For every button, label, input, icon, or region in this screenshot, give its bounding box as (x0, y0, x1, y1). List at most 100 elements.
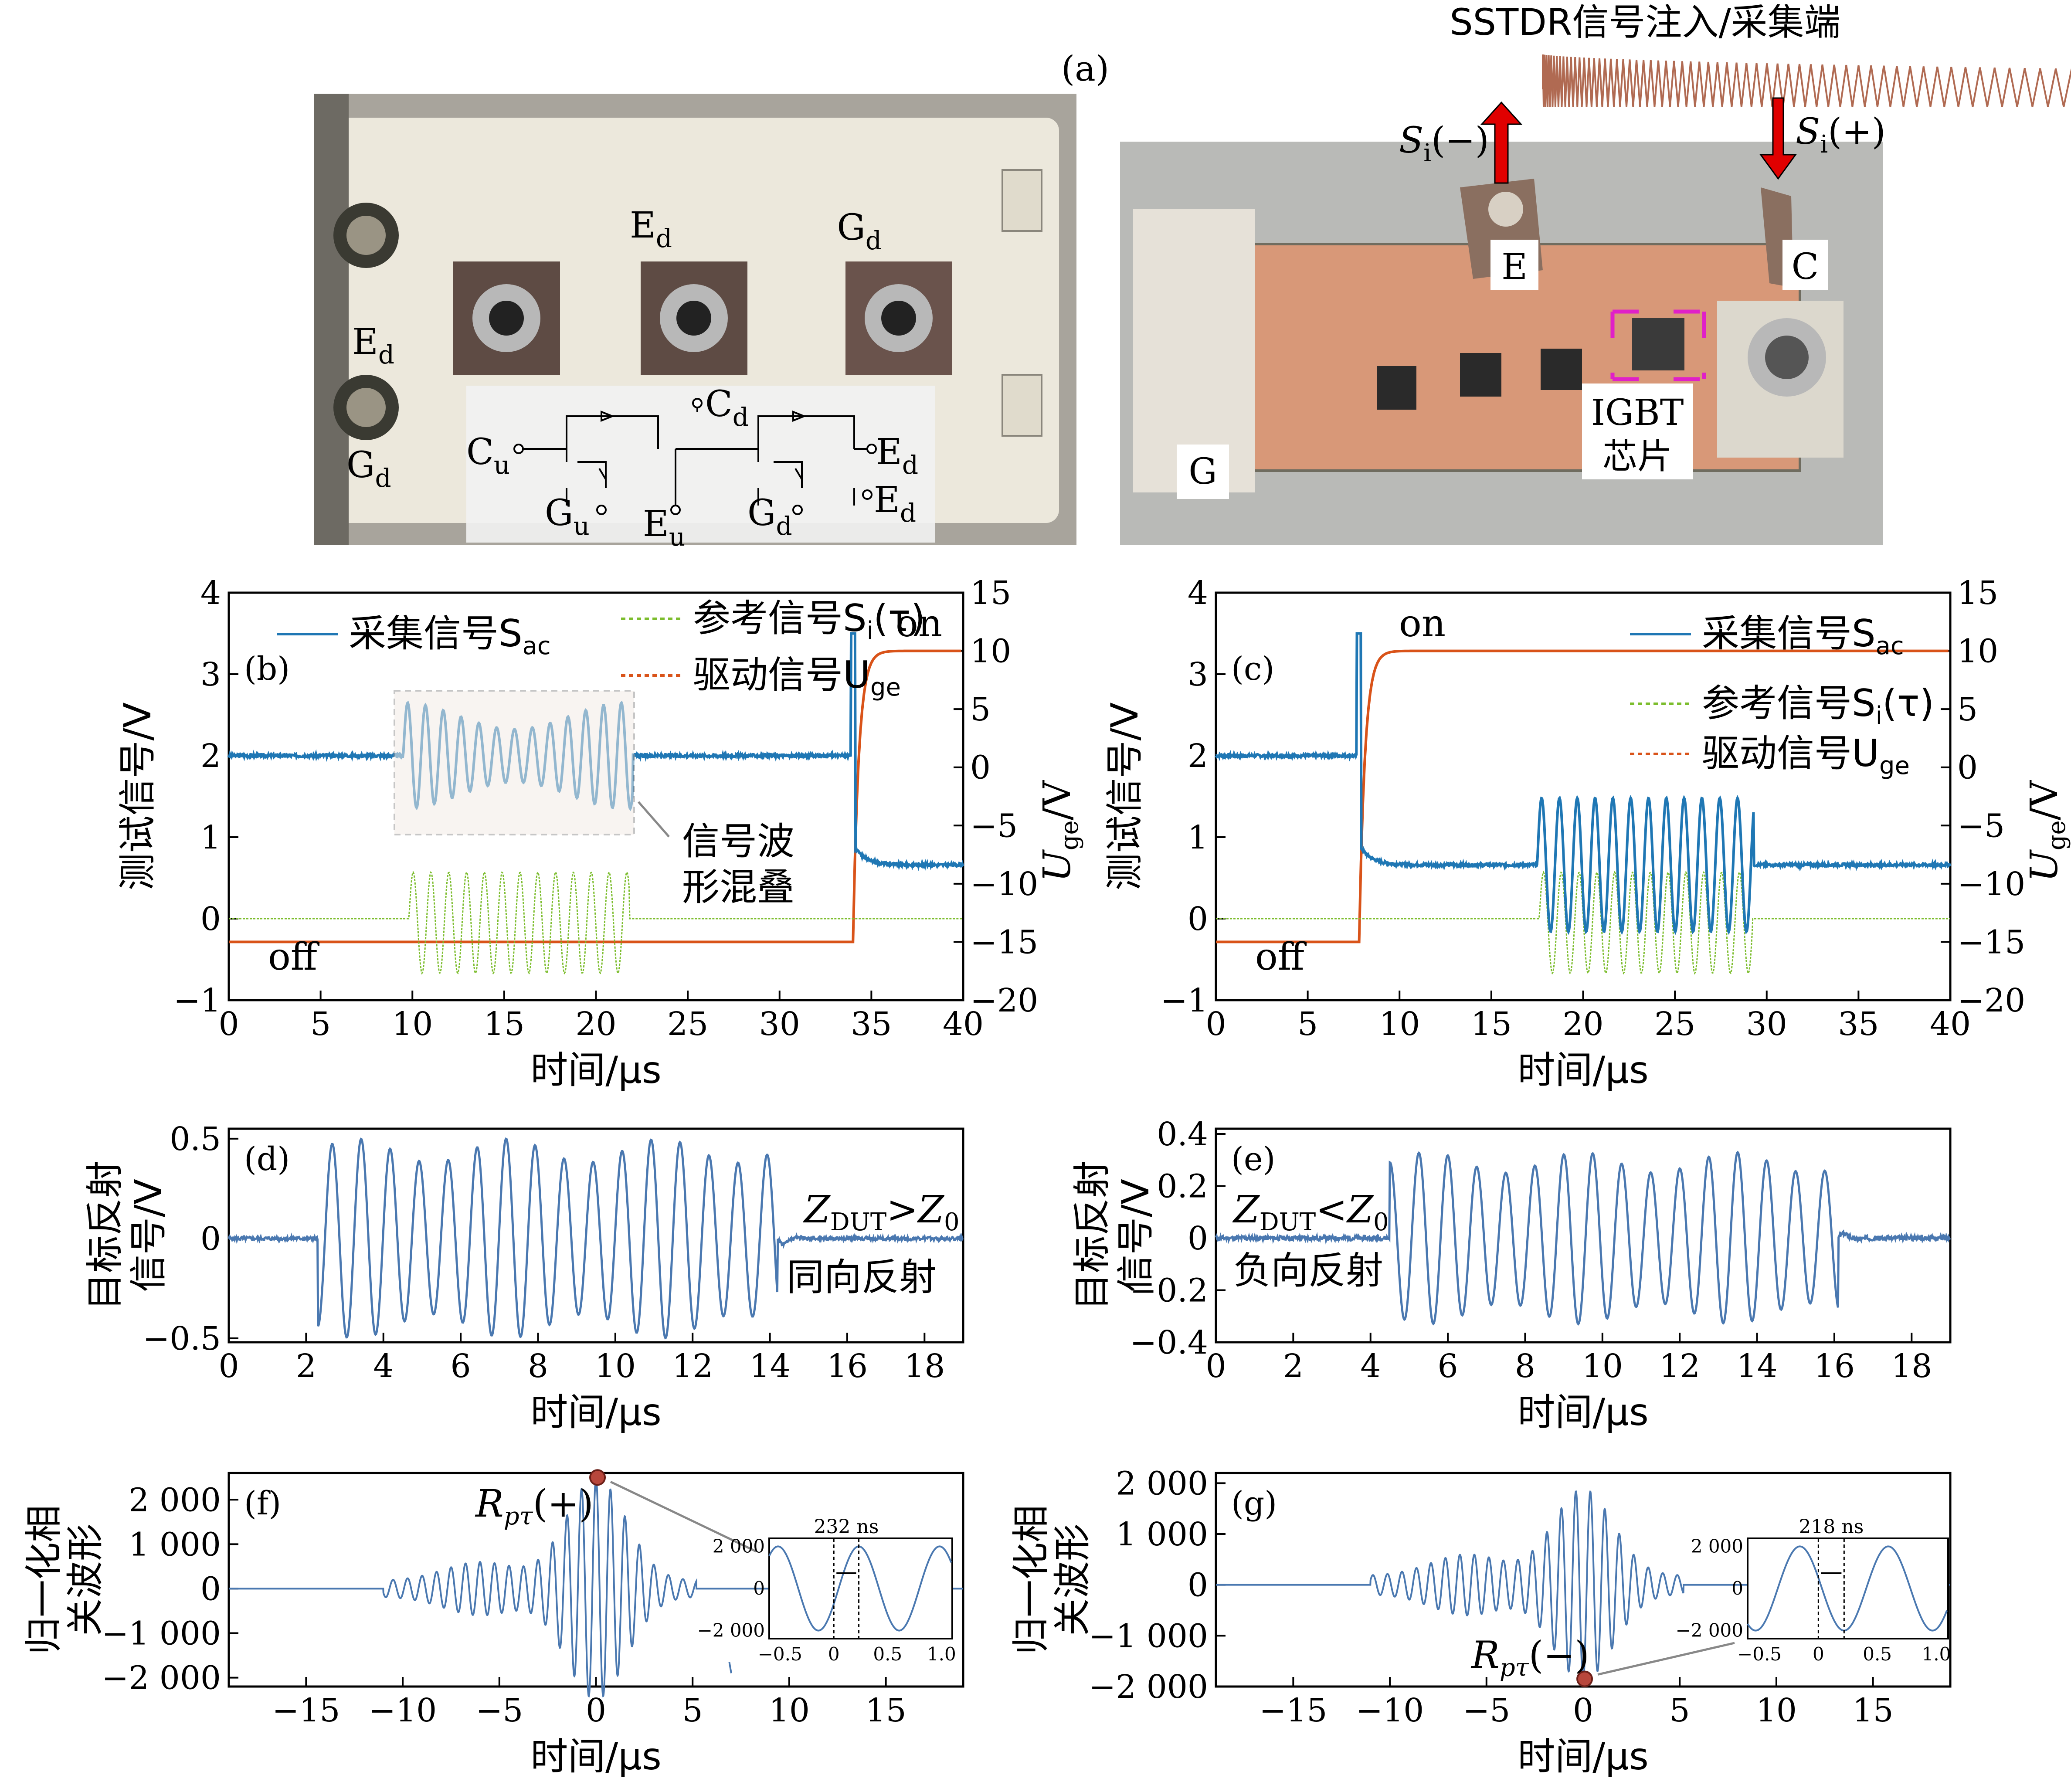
x-tick-label: 6 (1438, 1347, 1458, 1385)
x-tick-label: 14 (749, 1347, 790, 1385)
sch-Ed-1: Ed (876, 431, 918, 480)
y-axis-label-2: 信号/V (127, 1179, 170, 1292)
y-tick-label: 3 (1188, 656, 1208, 693)
legend-sub: ac (523, 632, 551, 660)
y-axis-label-2: 关波形 (1051, 1524, 1094, 1636)
y-tick-label: 0.4 (1157, 1116, 1208, 1153)
x-tick-label: 20 (575, 1005, 616, 1043)
x-tick-label: 10 (1582, 1347, 1623, 1385)
photo-left: Ed Gd Ed Gd Cd Cu Ed Ed Gu (314, 94, 1076, 552)
y2-label-sub: ge (1056, 820, 1084, 850)
sstdr-waveform (1542, 54, 2071, 107)
annotation-aliasing-1: 信号波 (682, 820, 794, 863)
sch-Cd: Cd (705, 384, 749, 432)
legend-entry: 驱动信号Uge (693, 653, 901, 702)
x-axis-label: 时间/μs (1518, 1049, 1649, 1092)
x-tick-label: 5 (682, 1692, 703, 1729)
series-drive-signal (229, 649, 961, 944)
inset-y-tick: −2 000 (697, 1620, 765, 1641)
x-tick-label: 15 (484, 1005, 525, 1043)
y-tick-label: 2 (200, 737, 221, 775)
legend-tail: (τ) (873, 597, 925, 640)
y2-tick-label: 5 (970, 691, 991, 728)
inset-series (1747, 1545, 1948, 1632)
x-tick-label: 20 (1562, 1005, 1603, 1043)
x-tick-label: 10 (1379, 1005, 1420, 1043)
x-tick-label: 4 (1360, 1347, 1381, 1385)
peak-sub: pτ (504, 1502, 533, 1531)
legend-sub: i (867, 617, 874, 645)
legend-entry: 采集信号Sac (1702, 612, 1904, 660)
inset-frame (1747, 1537, 1949, 1639)
y2-label-unit: /V (1036, 780, 1079, 820)
y-tick-label: 3 (200, 656, 221, 693)
inset-delay-label: 232 ns (814, 1516, 879, 1538)
label-Ed-left: Ed (352, 321, 394, 370)
y-tick-label: −0.2 (1130, 1272, 1208, 1309)
label-E: E (1501, 246, 1528, 288)
annotation-reflection: 负向反射 (1233, 1249, 1383, 1293)
x-tick-label: 2 (1283, 1347, 1304, 1385)
legend-text: 采集信号S (349, 612, 523, 655)
legend-text: 采集信号S (1702, 612, 1876, 655)
panel-label: (b) (244, 650, 290, 688)
x-tick-label: −10 (1356, 1692, 1424, 1729)
annotation-impedance: ZDUT<Z0 (1232, 1188, 1389, 1236)
x-tick-label: 18 (904, 1347, 945, 1385)
y2-label-main: U (1036, 849, 1079, 882)
inset-x-tick: −0.5 (1737, 1643, 1782, 1665)
inset-x-tick: 0 (828, 1643, 840, 1665)
y2-tick-label: 10 (1957, 633, 1998, 670)
x-axis-label: 时间/μs (530, 1391, 662, 1434)
sch-Eu: Eu (643, 503, 685, 552)
z-sub: DUT (1260, 1208, 1316, 1236)
legend-sub: ge (870, 673, 901, 702)
legend-entry: 参考信号Si(τ) (693, 597, 925, 645)
inset-x-tick: 1.0 (927, 1643, 956, 1665)
label-igbt: IGBT (1591, 392, 1684, 434)
x-tick-label: 5 (1297, 1005, 1318, 1043)
y-tick-label: 0 (200, 900, 221, 938)
y2-tick-label: −20 (1957, 982, 2025, 1019)
x-axis-label: 时间/μs (1518, 1391, 1649, 1434)
series-acquired-signal (1215, 632, 1952, 935)
y-tick-label: 4 (1188, 574, 1208, 612)
label-G: G (1188, 451, 1217, 492)
y2-tick-label: 10 (970, 633, 1011, 670)
inset-y-tick: 0 (753, 1578, 765, 1599)
x-tick-label: 40 (1930, 1005, 1971, 1043)
chart-g: −15 −10 −5 0 5 10 15 −2 000 −1 000 0 1 000 2 000 Rpτ… (1009, 1465, 1952, 1778)
y2-tick-label: 15 (970, 574, 1011, 612)
peak-sign: (−) (1529, 1634, 1589, 1677)
inset-delay-label: 218 ns (1799, 1516, 1864, 1538)
inset-series (768, 1545, 952, 1632)
y-tick-label: 1 000 (1116, 1516, 1208, 1553)
sstdr-title: SSTDR信号注入/采集端 (1450, 1, 1840, 44)
y2-tick-label: 15 (1957, 574, 1998, 612)
aliasing-box (394, 690, 635, 835)
annotation-aliasing-2: 形混叠 (682, 865, 794, 909)
x-tick-label: 0 (1205, 1347, 1226, 1385)
label-Ed-top: Ed (630, 205, 672, 253)
inset-x-tick: 1.0 (1922, 1643, 1951, 1665)
x-tick-label: 5 (310, 1005, 331, 1043)
peak-main: R (475, 1482, 504, 1526)
y-tick-label: 1 000 (129, 1526, 221, 1563)
x-tick-label: 0 (586, 1692, 606, 1729)
x-tick-label: 0 (218, 1347, 239, 1385)
x-tick-label: 15 (1853, 1692, 1894, 1729)
y-tick-label: 0.5 (170, 1120, 221, 1158)
legend-sub: i (1876, 702, 1883, 730)
x-tick-label: 6 (451, 1347, 471, 1385)
y-axis-label-2: 信号/V (1114, 1179, 1158, 1292)
y2-tick-label: −15 (970, 923, 1038, 961)
aliasing-arrow (638, 801, 670, 838)
inset-pointer (1597, 1642, 1735, 1676)
schematic-inset: Cd Cu Ed Ed Gu Eu Gd (466, 384, 935, 552)
sch-Gd: Gd (747, 492, 792, 541)
y2-label-unit: /V (2023, 780, 2066, 820)
sch-Gu: Gu (545, 492, 590, 541)
inset-frame (768, 1537, 953, 1639)
chart-f: −15 −10 −5 0 5 10 15 −2 000 −1 000 0 1 000 2 000 Rpτ… (22, 1469, 964, 1778)
